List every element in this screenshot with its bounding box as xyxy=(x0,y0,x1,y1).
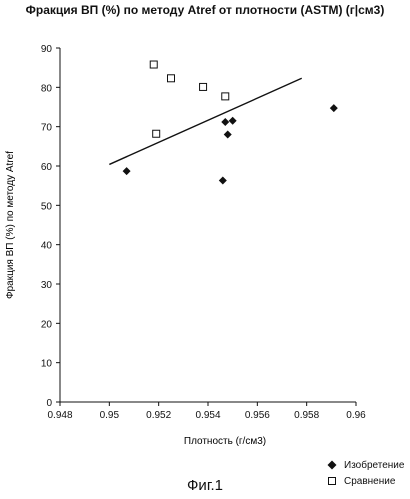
trendline xyxy=(109,78,301,164)
diamond-marker-icon xyxy=(326,460,338,470)
axes xyxy=(60,48,356,402)
point-invention xyxy=(229,117,237,125)
point-invention xyxy=(330,104,338,112)
legend-label-invention: Изобретение xyxy=(344,460,404,471)
point-comparison xyxy=(200,83,207,90)
point-comparison xyxy=(150,61,157,68)
point-comparison xyxy=(153,130,160,137)
y-tick-label: 60 xyxy=(41,162,53,173)
point-invention xyxy=(224,131,232,139)
points-group xyxy=(123,61,338,185)
y-tick-label: 90 xyxy=(41,44,53,55)
y-tick-label: 40 xyxy=(41,241,53,252)
x-tick-label: 0.952 xyxy=(146,410,171,421)
x-tick-label: 0.958 xyxy=(294,410,319,421)
trendline-group xyxy=(109,78,301,164)
point-invention xyxy=(123,167,131,175)
point-invention xyxy=(221,118,229,126)
point-comparison xyxy=(222,93,229,100)
legend-item-comparison: Сравнение xyxy=(326,473,404,489)
point-comparison xyxy=(168,75,175,82)
x-tick-label: 0.956 xyxy=(245,410,270,421)
y-tick-label: 50 xyxy=(41,201,53,212)
point-invention xyxy=(219,177,227,185)
legend-item-invention: Изобретение xyxy=(326,457,404,473)
figure-caption: Фиг.1 xyxy=(160,477,250,494)
y-tick-label: 0 xyxy=(46,398,52,409)
square-marker-icon xyxy=(326,476,338,486)
x-axis-label: Плотность (г/см3) xyxy=(184,436,266,447)
legend: Изобретение Сравнение xyxy=(326,457,404,489)
y-axis-label: Фракция ВП (%) по методу Atref xyxy=(5,151,16,299)
y-tick-label: 80 xyxy=(41,83,53,94)
y-tick-label: 10 xyxy=(41,359,53,370)
x-tick-label: 0.96 xyxy=(346,410,366,421)
ticks: 0.948 0.95 0.952 0.954 0.956 0.958 0.96 0 10 20 30… xyxy=(41,44,366,421)
y-tick-label: 20 xyxy=(41,319,53,330)
x-tick-label: 0.954 xyxy=(195,410,220,421)
y-tick-label: 70 xyxy=(41,123,53,134)
legend-label-comparison: Сравнение xyxy=(344,476,395,487)
y-tick-label: 30 xyxy=(41,280,53,291)
x-tick-label: 0.95 xyxy=(100,410,120,421)
x-tick-label: 0.948 xyxy=(47,410,72,421)
